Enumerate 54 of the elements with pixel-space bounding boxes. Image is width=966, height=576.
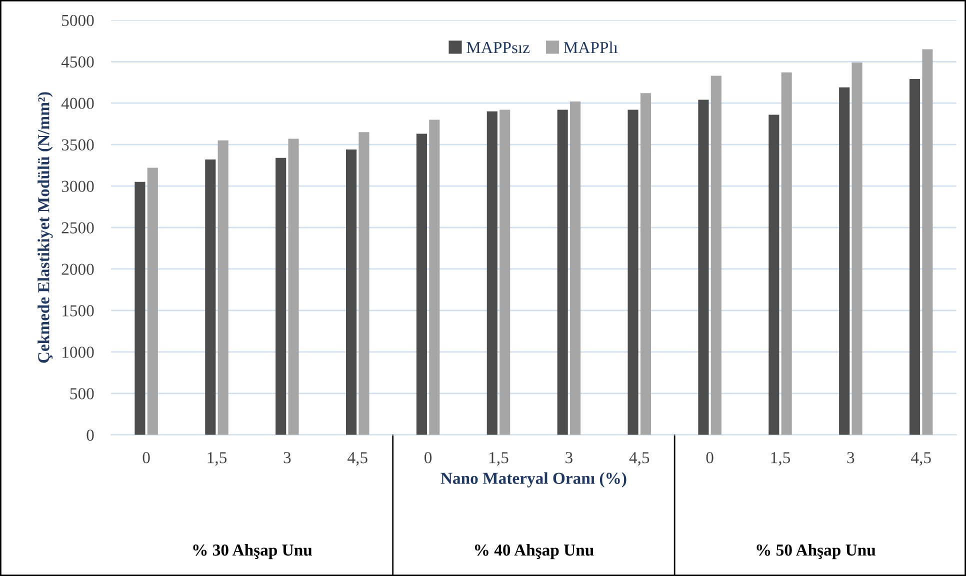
bar bbox=[429, 120, 440, 435]
y-tick-label: 2500 bbox=[62, 222, 94, 234]
y-tick-label: 1000 bbox=[62, 346, 94, 358]
bar bbox=[698, 100, 709, 435]
bar bbox=[486, 111, 498, 435]
y-tick-label: 1500 bbox=[62, 305, 94, 316]
y-tick-label: 5000 bbox=[62, 14, 94, 26]
bar bbox=[628, 110, 638, 435]
y-tick-label: 3000 bbox=[62, 180, 94, 192]
x-axis-title: Nano Materyal Oranı (%) bbox=[440, 472, 626, 488]
bar bbox=[416, 134, 427, 435]
x-tick-label: 1,5 bbox=[771, 452, 790, 466]
bar bbox=[500, 110, 510, 435]
text: % 50 Ahşap Unu bbox=[756, 544, 876, 560]
x-tick-label: 0 bbox=[424, 452, 432, 464]
bar bbox=[276, 158, 286, 435]
x-tick-label: 4,5 bbox=[629, 452, 650, 466]
bar bbox=[781, 72, 792, 435]
text: % 40 Ahşap Unu bbox=[474, 544, 594, 560]
bar bbox=[570, 101, 581, 435]
bar bbox=[910, 79, 920, 435]
bar bbox=[134, 182, 146, 435]
text: % 30 Ahşap Unu bbox=[193, 544, 312, 560]
y-tick-label: 4000 bbox=[61, 98, 94, 110]
x-tick-label: 0 bbox=[706, 452, 714, 464]
x-tick-label: 3 bbox=[566, 452, 572, 464]
bar bbox=[358, 132, 370, 435]
y-tick-label: 2000 bbox=[62, 264, 94, 275]
x-tick-label: 4,5 bbox=[911, 452, 931, 466]
x-tick-label: 0 bbox=[142, 452, 150, 464]
bar bbox=[640, 93, 651, 435]
y-tick-label: 0 bbox=[86, 430, 94, 441]
x-tick-label: 1,5 bbox=[490, 452, 508, 466]
y-tick-label: 500 bbox=[70, 388, 94, 400]
bar bbox=[710, 76, 722, 435]
y-tick-label: 3500 bbox=[62, 139, 94, 151]
y-axis-title: Çekmede Elastikiyet Modülü (N/mm²) bbox=[38, 92, 53, 363]
bar bbox=[218, 140, 228, 435]
legend-label: MAPPlı bbox=[564, 41, 618, 54]
x-tick-label: 4,5 bbox=[348, 452, 368, 466]
bar bbox=[768, 114, 780, 435]
y-tick-label: 4500 bbox=[61, 56, 94, 68]
bar bbox=[557, 110, 568, 435]
bar bbox=[922, 49, 933, 435]
bar bbox=[346, 150, 357, 435]
bar bbox=[839, 87, 850, 435]
x-tick-label: 3 bbox=[847, 452, 854, 464]
legend-label: MAPPsız bbox=[466, 42, 530, 54]
bar bbox=[147, 168, 158, 435]
x-tick-label: 1,5 bbox=[208, 452, 227, 466]
bar bbox=[852, 62, 862, 435]
bar bbox=[205, 160, 216, 435]
bar bbox=[288, 138, 299, 435]
x-tick-label: 3 bbox=[284, 452, 291, 464]
